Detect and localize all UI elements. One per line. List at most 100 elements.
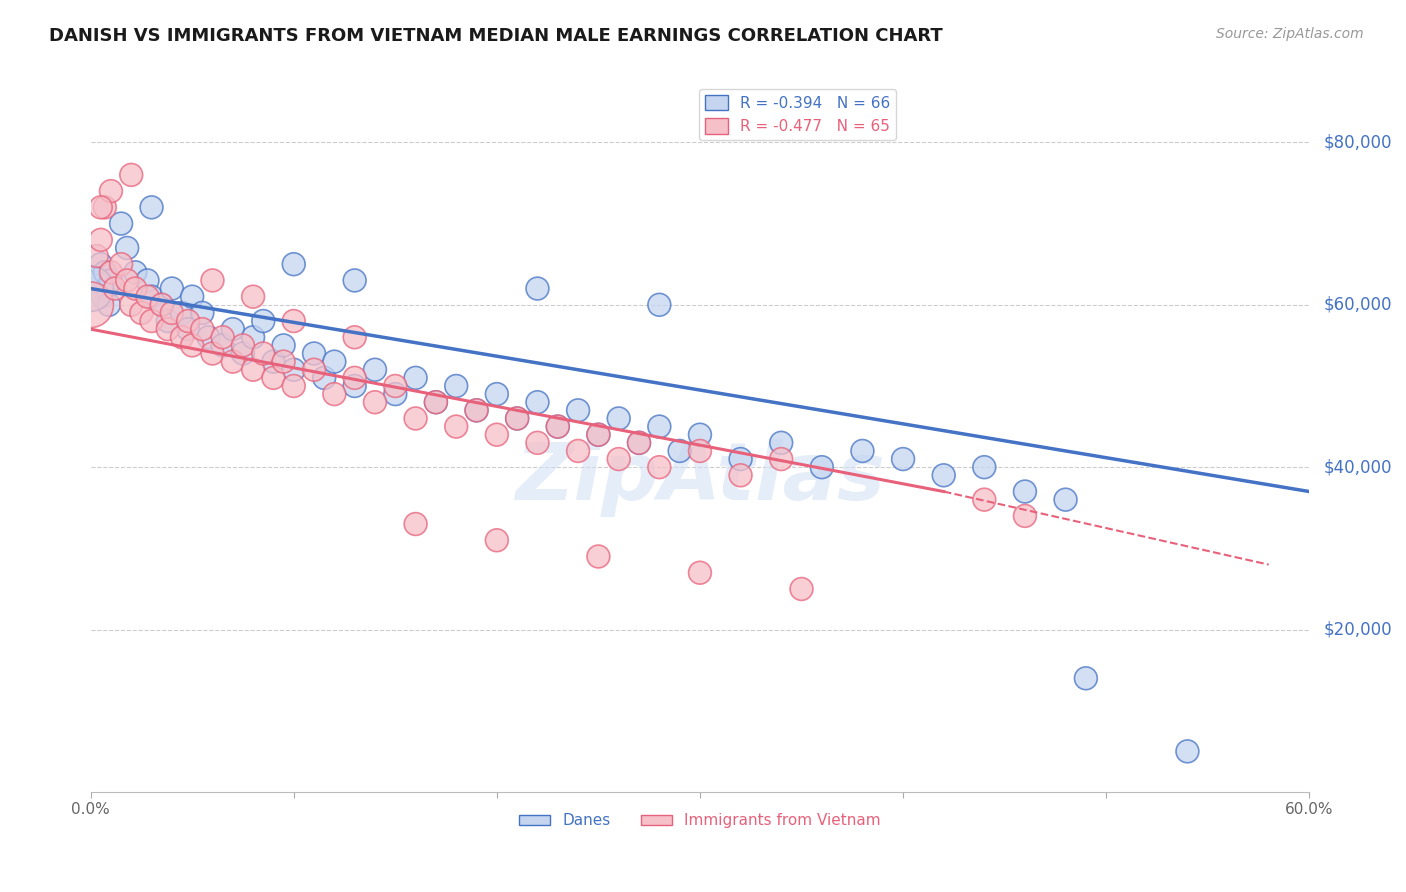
Point (120, 168, 142, 182)
Point (191, 306, 214, 320)
Point (141, 290, 163, 304)
Legend: Danes, Immigrants from Vietnam: Danes, Immigrants from Vietnam (513, 807, 887, 834)
Point (627, 435, 650, 450)
Point (283, 314, 305, 328)
Point (115, 273, 138, 287)
Point (90, 233, 112, 247)
Point (110, 257, 132, 271)
Point (1014, 484, 1036, 499)
Point (485, 533, 508, 548)
Point (94, 265, 117, 279)
Point (588, 427, 610, 442)
Point (115, 241, 138, 255)
Point (770, 435, 793, 450)
Point (425, 395, 447, 409)
Point (124, 281, 146, 295)
Point (150, 298, 173, 312)
Point (343, 379, 366, 393)
Point (485, 427, 508, 442)
Point (181, 290, 204, 304)
Point (384, 379, 406, 393)
Point (120, 298, 142, 312)
Point (131, 306, 153, 320)
Point (96, 281, 118, 295)
Point (526, 395, 548, 409)
Point (156, 314, 179, 328)
Point (343, 273, 366, 287)
Text: $20,000: $20,000 (1324, 621, 1392, 639)
Point (851, 444, 873, 458)
Point (191, 322, 214, 336)
Point (648, 460, 671, 475)
Point (526, 435, 548, 450)
Point (273, 354, 295, 368)
Point (94, 200, 117, 214)
Point (100, 273, 122, 287)
Point (547, 419, 569, 434)
Point (1177, 744, 1199, 758)
Point (506, 411, 529, 425)
Text: $80,000: $80,000 (1324, 134, 1392, 152)
Point (252, 314, 274, 328)
Point (1074, 671, 1097, 685)
Point (1014, 508, 1036, 523)
Text: DANISH VS IMMIGRANTS FROM VIETNAM MEDIAN MALE EARNINGS CORRELATION CHART: DANISH VS IMMIGRANTS FROM VIETNAM MEDIAN… (49, 27, 943, 45)
Point (91, 290, 114, 304)
Point (136, 290, 159, 304)
Point (83, 273, 105, 287)
Point (973, 492, 995, 507)
Point (100, 184, 122, 198)
Point (588, 427, 610, 442)
Point (232, 346, 254, 360)
Point (1054, 492, 1077, 507)
Point (90, 257, 112, 271)
Point (141, 314, 163, 328)
Point (973, 460, 995, 475)
Point (465, 403, 488, 417)
Point (444, 419, 467, 434)
Point (177, 322, 200, 336)
Point (364, 363, 387, 377)
Point (79, 281, 101, 295)
Point (730, 452, 752, 467)
Point (506, 411, 529, 425)
Point (607, 411, 630, 425)
Point (485, 387, 508, 401)
Point (86, 249, 108, 263)
Point (262, 371, 284, 385)
Point (302, 363, 325, 377)
Point (567, 444, 589, 458)
Point (177, 314, 200, 328)
Point (242, 290, 264, 304)
Point (283, 363, 305, 377)
Point (201, 273, 224, 287)
Point (181, 338, 204, 352)
Point (314, 371, 336, 385)
Point (273, 338, 295, 352)
Point (160, 306, 183, 320)
Point (283, 379, 305, 393)
Point (790, 582, 813, 596)
Point (242, 330, 264, 344)
Point (97, 298, 120, 312)
Point (201, 346, 224, 360)
Point (648, 419, 671, 434)
Point (607, 452, 630, 467)
Point (526, 281, 548, 295)
Point (668, 444, 690, 458)
Point (242, 363, 264, 377)
Point (104, 281, 127, 295)
Point (588, 549, 610, 564)
Point (425, 395, 447, 409)
Point (283, 257, 305, 271)
Point (689, 566, 711, 580)
Point (110, 217, 132, 231)
Point (170, 330, 193, 344)
Point (222, 354, 245, 368)
Point (302, 346, 325, 360)
Point (567, 403, 589, 417)
Point (262, 354, 284, 368)
Point (444, 379, 467, 393)
Point (211, 338, 233, 352)
Point (170, 306, 193, 320)
